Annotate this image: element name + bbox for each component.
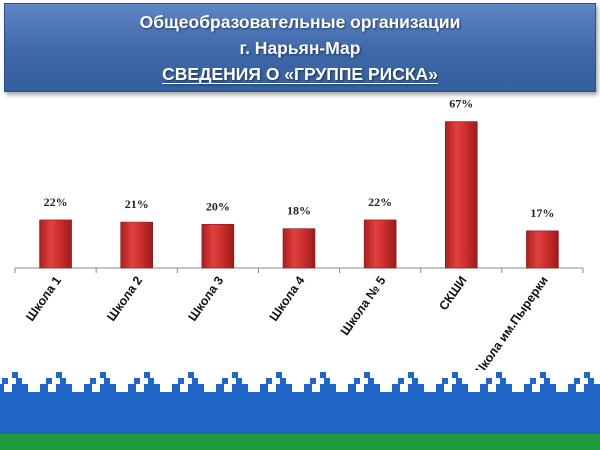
title-line-1: Общеобразовательные организации [139, 12, 461, 32]
category-label: Школа 3 [185, 274, 226, 324]
bar-chart: 22% Школа 1 21% Школа 2 20% Школа 3 18% Школа 4… [14, 97, 584, 381]
bar [282, 228, 316, 269]
ornament-dot [584, 372, 590, 378]
data-label: 67% [449, 97, 473, 111]
ornament-motif [562, 378, 600, 400]
ornament-dot [364, 372, 370, 378]
title-line-2: г. Нарьян-Мар [239, 38, 361, 58]
flag-green-stripe [0, 434, 600, 450]
ornament-dot [496, 372, 502, 378]
category-label: Школа № 5 [338, 274, 389, 338]
ornament-dot [452, 372, 458, 378]
ornament-dot [276, 372, 282, 378]
ornament-dot [100, 372, 106, 378]
ornament-motif [474, 378, 518, 400]
ornament-dot [12, 372, 18, 378]
data-label: 22% [368, 195, 392, 209]
data-label: 20% [206, 199, 230, 213]
ornament-motif [210, 378, 254, 400]
ornament-motif [254, 378, 298, 400]
category-label: СКШИ [436, 274, 469, 313]
ornament-pattern [0, 372, 600, 400]
ornament-motif [386, 378, 430, 400]
ornament-motif [34, 378, 78, 400]
flag-blue-stripe [0, 400, 600, 434]
bar [363, 219, 397, 269]
ornament-motif [166, 378, 210, 400]
ornament-motif [430, 378, 474, 400]
bar [120, 221, 154, 269]
category-label: Школа 4 [267, 274, 308, 324]
ornament-motif [342, 378, 386, 400]
data-label: 17% [530, 206, 554, 220]
bar [526, 230, 559, 269]
data-label: 18% [287, 204, 311, 218]
category-label: Школа 2 [104, 274, 145, 324]
ornament-motif [298, 378, 342, 400]
ornament-dot [320, 372, 326, 378]
category-label: Школа им.Пырерки [470, 274, 551, 381]
ornament-dot [188, 372, 194, 378]
ornament-motif [122, 378, 166, 400]
bar [201, 223, 235, 269]
title-banner: Общеобразовательные организации г. Нарья… [4, 3, 596, 92]
bar [444, 121, 478, 269]
ornament-dot [232, 372, 238, 378]
data-label: 22% [44, 195, 68, 209]
ornament-dot [56, 372, 62, 378]
bar [39, 219, 72, 269]
ornament-motif [518, 378, 562, 400]
title-line-3: СВЕДЕНИЯ О «ГРУППЕ РИСКА» [162, 64, 438, 84]
ornament-dot [408, 372, 414, 378]
ornament-dot [540, 372, 546, 378]
ornament-dot [144, 372, 150, 378]
ornament-motif [0, 378, 34, 400]
category-label: Школа 1 [23, 274, 64, 324]
flag-ornament [0, 370, 600, 450]
ornament-motif [78, 378, 122, 400]
data-label: 21% [125, 197, 149, 211]
